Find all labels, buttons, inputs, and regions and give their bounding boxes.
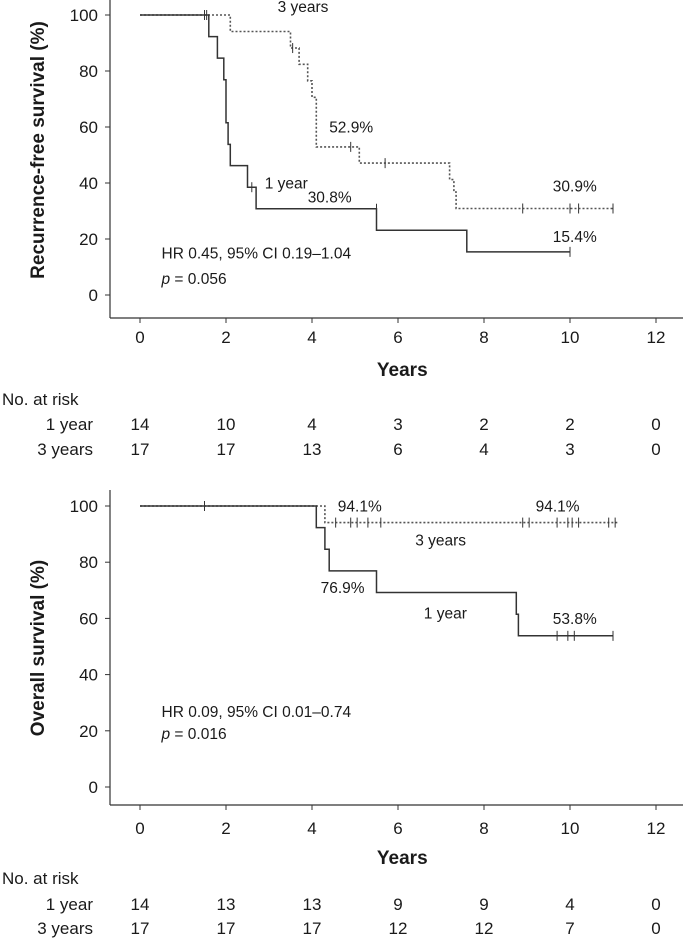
panel1-risk-value: 2: [565, 415, 574, 434]
panel1-annotation: 30.9%: [553, 178, 597, 195]
panel1-annotation: 1 year: [265, 176, 308, 193]
panel1-annotation: 30.8%: [308, 190, 352, 207]
panel1-p-value: p = 0.056: [161, 271, 227, 288]
panel1-risk-value: 6: [393, 440, 402, 459]
panel1-risk-value: 2: [479, 415, 488, 434]
panel2-y-axis-label: Overall survival (%): [28, 560, 49, 736]
panel1-risk-row-label: 1 year: [46, 415, 94, 434]
panel2-y-tick-label: 60: [79, 609, 98, 628]
panel1-risk-row-label: 3 years: [37, 440, 93, 459]
panel2-annotation: HR 0.09, 95% CI 0.01–0.74: [162, 704, 352, 721]
panel1-series-3-years-line: [140, 14, 613, 210]
panel1-risk-value: 4: [479, 440, 488, 459]
panel1-risk-value: 4: [307, 415, 316, 434]
panel2-y-tick-label: 40: [79, 666, 98, 685]
panel2-risk-value: 4: [565, 895, 574, 914]
panel1-risk-value: 0: [651, 415, 660, 434]
panel1-y-tick-label: 60: [79, 118, 98, 137]
panel2-risk-value: 0: [651, 919, 660, 938]
panel2-risk-value: 9: [479, 895, 488, 914]
panel1-risk-value: 13: [303, 440, 322, 459]
panel2-y-tick-label: 100: [70, 497, 98, 516]
panel2-risk-value: 12: [389, 919, 408, 938]
panel1-x-tick-label: 12: [647, 328, 666, 347]
panel1-x-tick-label: 0: [135, 328, 144, 347]
panel1-annotation: 52.9%: [329, 120, 373, 137]
panel1-y-tick-label: 80: [79, 62, 98, 81]
panel1-risk-value: 14: [131, 415, 150, 434]
panel2-annotation: 76.9%: [321, 580, 365, 597]
panel2-x-tick-label: 10: [561, 819, 580, 838]
panel2-x-tick-label: 4: [307, 819, 316, 838]
panel1-y-tick-label: 100: [70, 6, 98, 25]
panel2-x-tick-label: 0: [135, 819, 144, 838]
panel2-x-tick-label: 8: [479, 819, 488, 838]
panel1-risk-value: 3: [393, 415, 402, 434]
panel2-annotation: 53.8%: [553, 611, 597, 628]
panel2-annotation: 94.1%: [338, 499, 382, 516]
panel1-y-tick-label: 20: [79, 230, 98, 249]
panel2-risk-table-title: No. at risk: [2, 869, 79, 888]
panel1-x-axis-label: Years: [377, 360, 428, 381]
panel1-y-tick-label: 0: [89, 286, 98, 305]
panel2-annotation: 94.1%: [536, 499, 580, 516]
panel1-risk-value: 10: [217, 415, 236, 434]
panel1-x-tick-label: 6: [393, 328, 402, 347]
panel2-risk-value: 12: [475, 919, 494, 938]
panel2-risk-value: 13: [303, 895, 322, 914]
panel1-risk-value: 17: [131, 440, 150, 459]
panel2-x-tick-label: 12: [647, 819, 666, 838]
panel1-risk-value: 0: [651, 440, 660, 459]
panel1-y-tick-label: 40: [79, 174, 98, 193]
panel2-risk-value: 0: [651, 895, 660, 914]
panel2-risk-value: 14: [131, 895, 150, 914]
panel1-annotation: HR 0.45, 95% CI 0.19–1.04: [162, 246, 352, 263]
panel1-risk-value: 3: [565, 440, 574, 459]
panel2-risk-value: 17: [131, 919, 150, 938]
panel2-risk-value: 9: [393, 895, 402, 914]
panel1-annotation: 15.4%: [553, 229, 597, 246]
panel2-p-value: p = 0.016: [161, 726, 227, 743]
panel2-risk-row-label: 1 year: [46, 895, 94, 914]
panel1-x-tick-label: 10: [561, 328, 580, 347]
panel2-y-tick-label: 20: [79, 722, 98, 741]
panel2-risk-value: 7: [565, 919, 574, 938]
panel2-series-1-year-line: [140, 505, 613, 637]
panel1-y-axis-label: Recurrence-free survival (%): [28, 21, 49, 279]
panel1-x-tick-label: 2: [221, 328, 230, 347]
panel1-series-1-year-line: [140, 14, 570, 253]
panel2-risk-value: 13: [217, 895, 236, 914]
panel2-x-tick-label: 6: [393, 819, 402, 838]
panel2-risk-value: 17: [217, 919, 236, 938]
panel2-risk-row-label: 3 years: [37, 919, 93, 938]
panel2-y-tick-label: 0: [89, 778, 98, 797]
panel1-annotation: 3 years: [278, 0, 329, 16]
panel2-annotation: 1 year: [424, 605, 467, 622]
panel2-x-axis-label: Years: [377, 848, 428, 869]
panel2-annotation: 3 years: [415, 532, 466, 549]
panel1-x-tick-label: 4: [307, 328, 316, 347]
panel2-risk-value: 17: [303, 919, 322, 938]
panel2-x-tick-label: 2: [221, 819, 230, 838]
panel2-y-tick-label: 80: [79, 553, 98, 572]
panel1-x-tick-label: 8: [479, 328, 488, 347]
panel1-risk-table-title: No. at risk: [2, 390, 79, 409]
panel1-risk-value: 17: [217, 440, 236, 459]
